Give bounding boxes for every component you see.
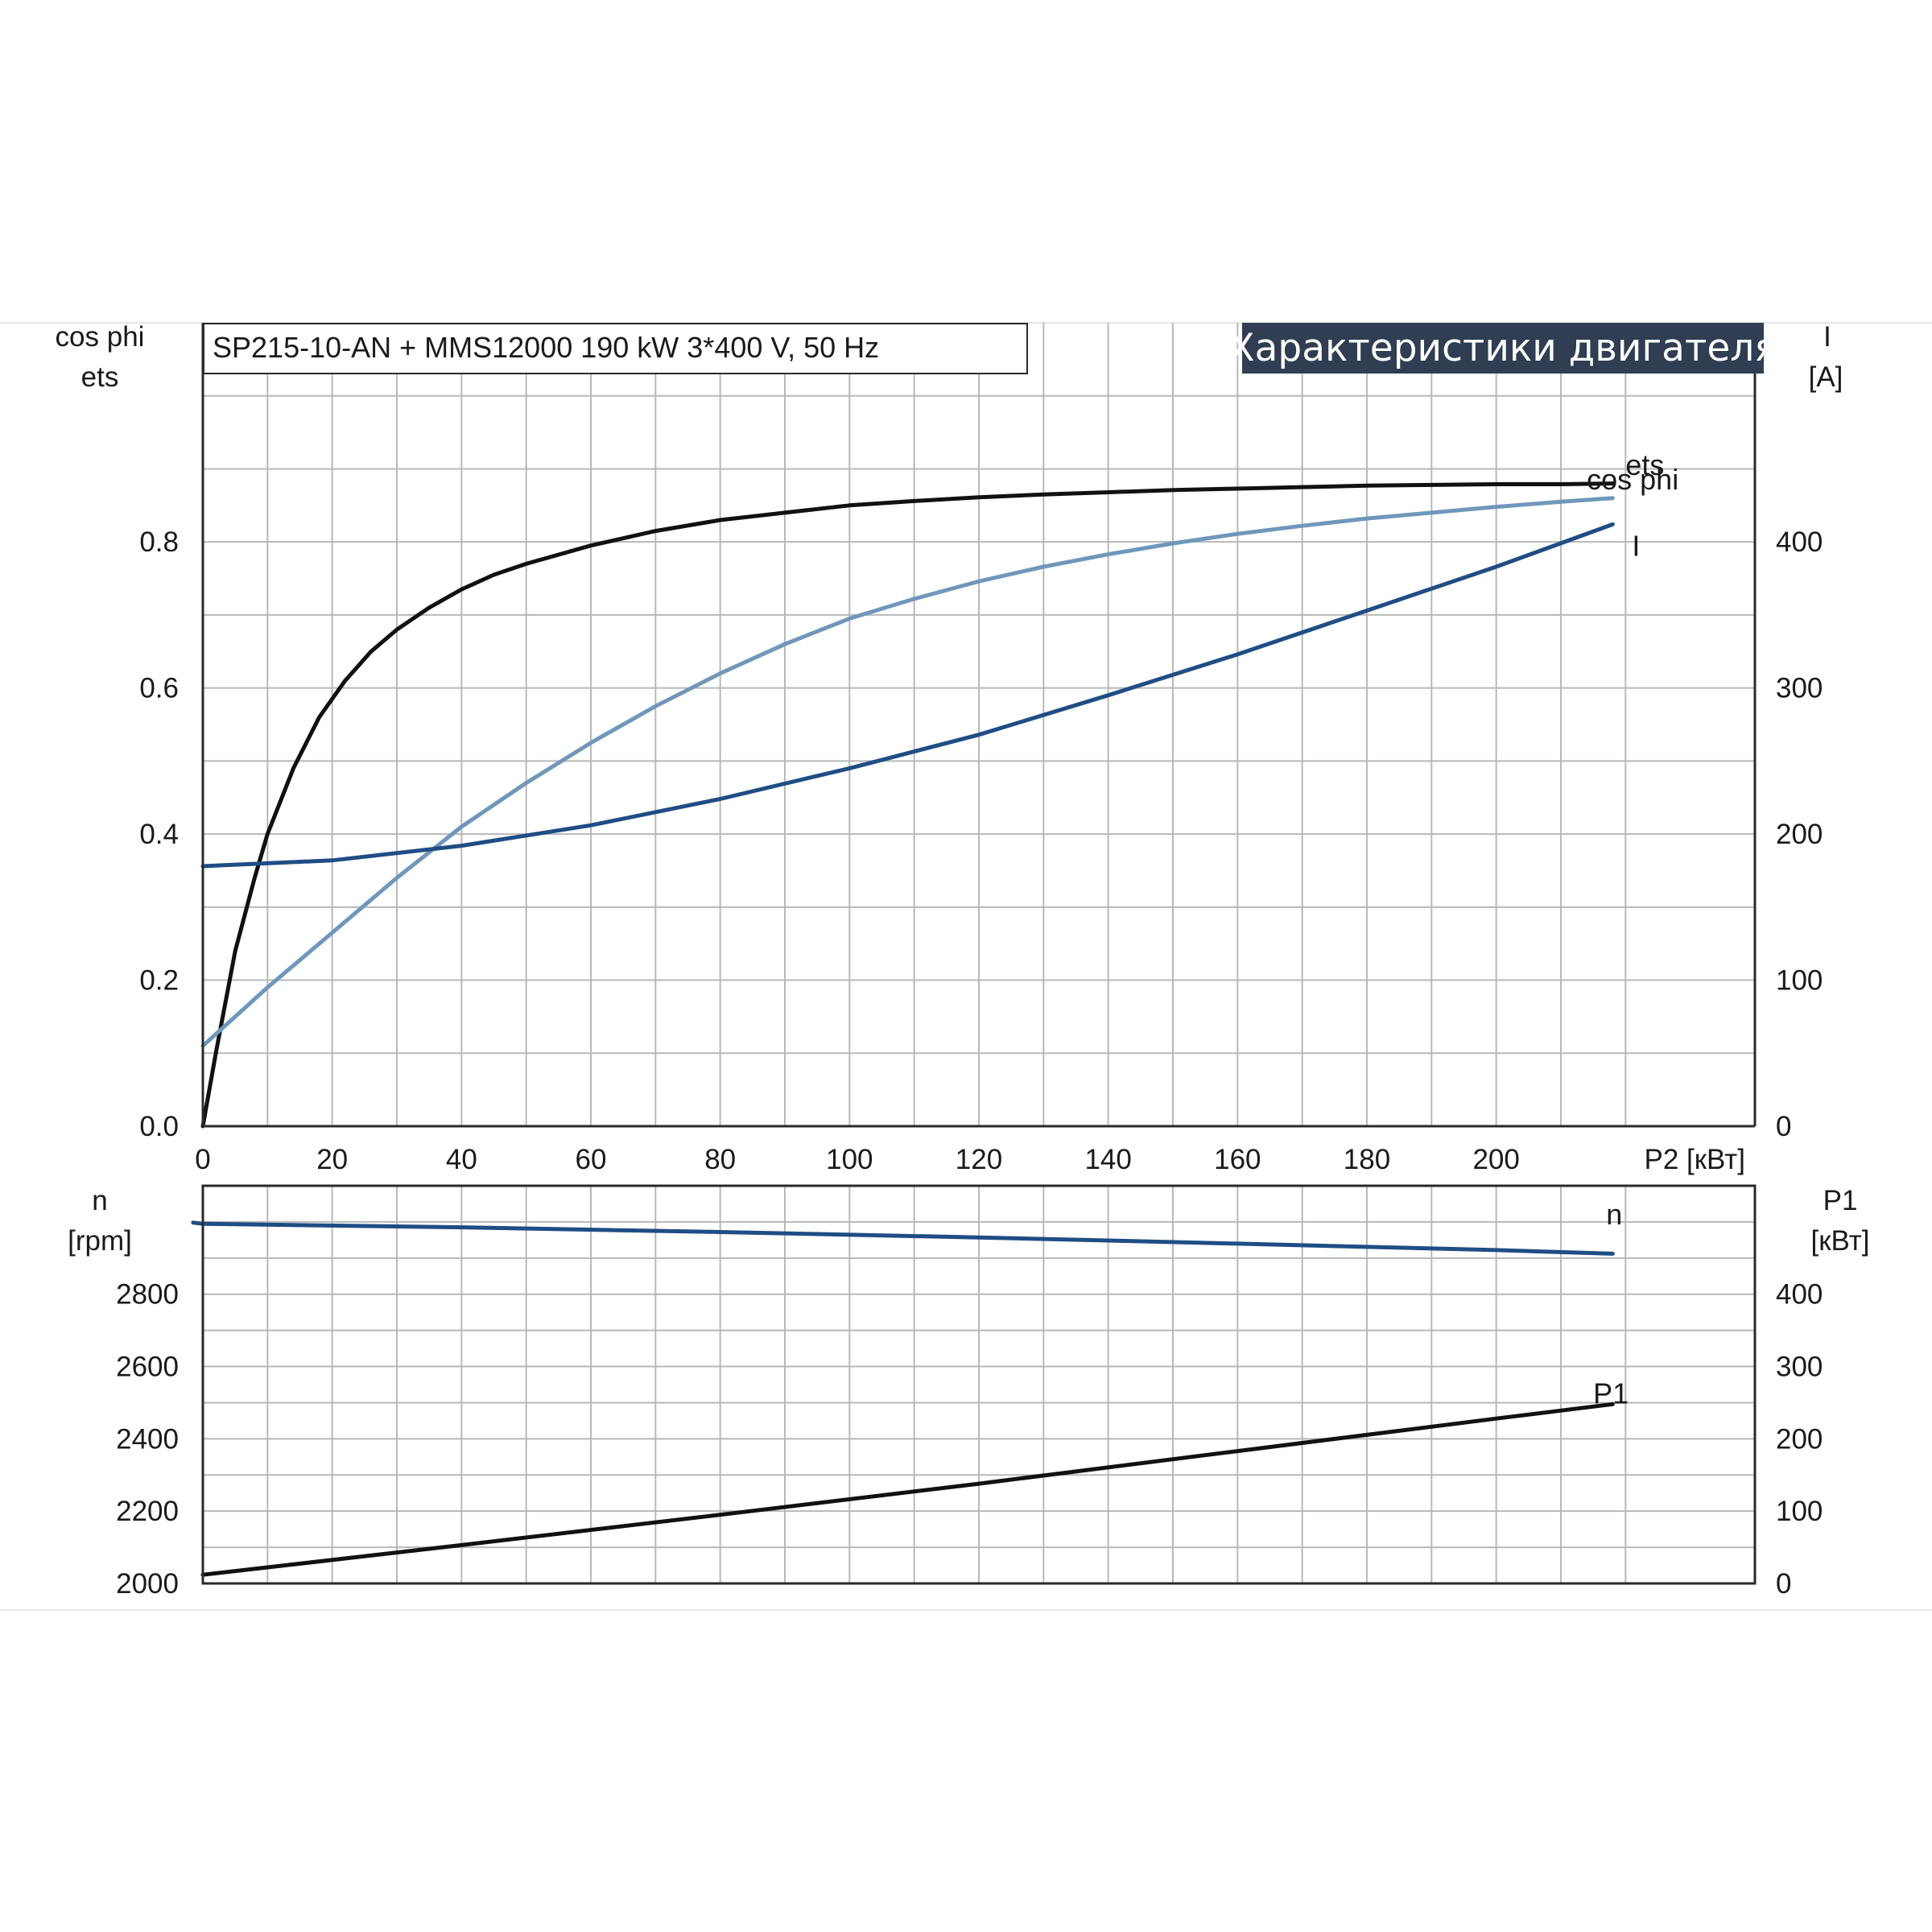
x-tick-label: 40 [446,1144,477,1175]
x-tick-label: 0 [195,1144,210,1175]
y-right-tick-label: 0 [1776,1111,1791,1142]
bottom-plot-frame [201,1184,1757,1585]
y-left-tick-label: 2200 [116,1496,179,1527]
series-i-label: I [1632,530,1640,563]
x-tick-label: 100 [826,1144,873,1175]
x-tick-label: 120 [956,1144,1002,1175]
plot-frames [201,323,1757,1585]
top-plot-grid [202,323,1755,1126]
y-left-tick-label: 2400 [116,1423,179,1455]
y-right-tick-label: 0 [1776,1568,1791,1600]
bottom-plot-curves [191,1220,1615,1577]
y-right-axis-title: [кВт] [1811,1225,1870,1257]
y-left-axis-title: ets [81,361,119,393]
x-tick-label: 80 [704,1144,736,1175]
y-right-tick-label: 100 [1776,965,1823,997]
y-left-tick-label: 2000 [116,1568,179,1600]
y-left-tick-label: 0.0 [139,1111,179,1142]
y-left-tick-label: 0.4 [139,819,179,850]
chart-banner: Характеристики двигателя [1228,323,1777,374]
x-tick-label: 60 [576,1144,607,1175]
y-right-tick-label: 300 [1776,1352,1823,1383]
series-p1-label: P1 [1593,1377,1629,1410]
bottom-plot-grid [202,1186,1755,1583]
y-right-tick-label: 200 [1776,819,1823,850]
y-left-tick-label: 2800 [116,1279,179,1311]
series-n-label: n [1606,1198,1622,1231]
y-left-tick-label: 0.2 [139,965,179,997]
top-plot-curves [200,481,1615,1129]
y-right-tick-label: 400 [1776,526,1823,558]
chart-banner-title: Характеристики двигателя [1228,326,1777,370]
y-right-tick-label: 200 [1776,1423,1823,1455]
y-right-axis-title: I [1823,321,1831,353]
x-tick-label: 20 [316,1144,348,1175]
y-left-tick-label: 0.6 [139,673,179,704]
y-right-axis-title: P1 [1823,1185,1858,1216]
series-cos-phi-label: cos phi [1587,463,1678,496]
chart-heading: SP215-10-AN + MMS12000 190 kW 3*400 V, 5… [213,331,879,364]
y-left-axis-title: cos phi [56,321,145,353]
y-left-axis-title: n [92,1185,107,1216]
chart-heading-box: SP215-10-AN + MMS12000 190 kW 3*400 V, 5… [203,323,1028,374]
y-left-tick-label: 0.8 [139,526,179,558]
y-right-tick-label: 100 [1776,1496,1823,1527]
x-tick-label: 160 [1214,1144,1261,1175]
axis-tick-labels: 0 20 40 60 80 100 120 140 160 180 200 0.0 0.2 0.4 0.6 0… [116,526,1823,1600]
y-left-axis-title: [rpm] [68,1225,132,1257]
series-ets-line [200,481,1615,1129]
y-right-axis-title: [A] [1809,361,1843,393]
heading-box [203,323,1028,374]
series-i-line [200,522,1615,869]
y-left-tick-label: 2600 [116,1352,179,1383]
series-p1-line [200,1402,1615,1577]
series-ets-label: ets [1625,448,1664,481]
series-cos-phi-line [200,496,1615,1048]
banner-background [1242,323,1764,374]
x-tick-label: 140 [1084,1144,1131,1175]
x-tick-label: 180 [1344,1144,1390,1175]
x-tick-label: 200 [1472,1144,1519,1175]
x-axis-title: P2 [кВт] [1644,1144,1745,1175]
series-n-line [191,1220,1615,1256]
y-right-tick-label: 300 [1776,673,1823,704]
y-right-tick-label: 400 [1776,1279,1823,1311]
